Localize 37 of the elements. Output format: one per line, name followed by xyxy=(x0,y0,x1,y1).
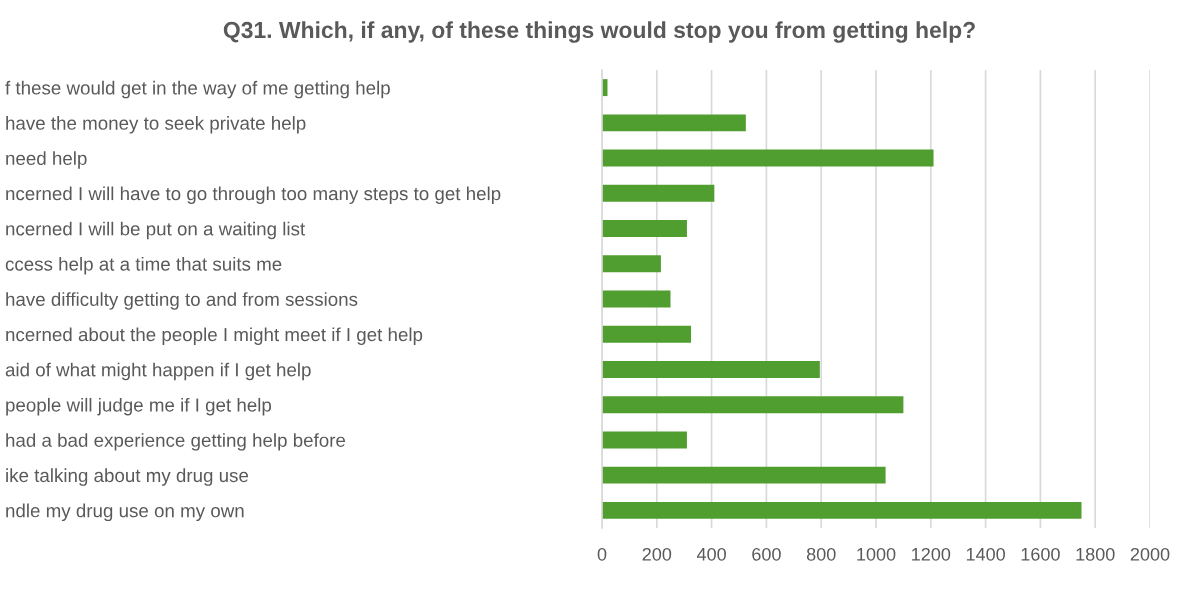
bar xyxy=(602,184,715,202)
y-tick-label: need help xyxy=(6,151,87,169)
bar xyxy=(602,114,746,132)
bar xyxy=(602,220,687,237)
bar xyxy=(602,325,692,343)
x-tick-label: 200 xyxy=(642,547,672,561)
y-tick-label: f these would get in the way of me getting help xyxy=(5,80,390,99)
y-tick-label: ccess help at a time that suits me xyxy=(5,256,282,275)
x-tick-label: 1800 xyxy=(1076,547,1115,561)
bar xyxy=(602,149,934,167)
y-tick-label: ike talking about my drug use xyxy=(6,468,249,486)
bar xyxy=(602,466,886,484)
x-tick-label: 1200 xyxy=(912,547,951,561)
bar xyxy=(602,501,1082,519)
x-tick-label: 800 xyxy=(806,547,836,561)
chart-title: Q31. Which, if any, of these things would stop you from getting help? xyxy=(223,21,975,43)
bar xyxy=(602,396,904,414)
bar xyxy=(602,431,687,449)
x-tick-label: 400 xyxy=(696,547,726,561)
x-tick-label: 0 xyxy=(597,547,607,561)
bar xyxy=(602,361,820,378)
bar xyxy=(602,255,661,273)
x-tick-label: 2000 xyxy=(1130,547,1170,561)
y-tick-label: people will judge me if I get help xyxy=(6,397,272,416)
y-tick-label: ndle my drug use on my own xyxy=(6,503,244,522)
y-tick-label: have the money to seek private help xyxy=(6,116,306,134)
y-tick-label: had a bad experience getting help before xyxy=(6,433,346,451)
bar xyxy=(602,290,671,308)
y-tick-label: ncerned I will have to go through too many steps to get help xyxy=(6,186,501,204)
y-tick-label: ncerned I will be put on a waiting list xyxy=(6,221,306,240)
x-tick-label: 1600 xyxy=(1021,547,1060,561)
y-tick-label: ncerned about the people I might meet if I get help xyxy=(6,327,423,345)
y-tick-label: have difficulty getting to and from sessions xyxy=(6,292,358,310)
x-tick-label: 1000 xyxy=(857,547,896,561)
x-tick-label: 1400 xyxy=(966,547,1005,561)
x-tick-label: 600 xyxy=(752,547,781,561)
y-tick-label: aid of what might happen if I get help xyxy=(5,362,311,381)
